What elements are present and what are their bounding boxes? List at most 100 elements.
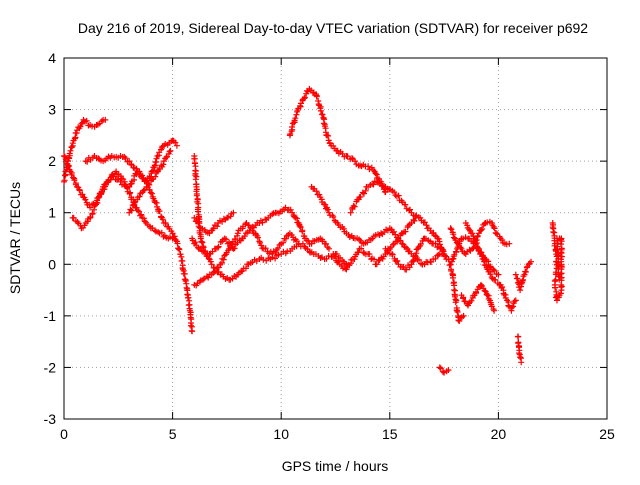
data-point-marker bbox=[83, 117, 90, 124]
data-point-marker bbox=[241, 233, 248, 240]
data-point-marker bbox=[511, 298, 518, 305]
data-point-marker bbox=[438, 245, 445, 252]
data-point-marker bbox=[280, 239, 287, 246]
data-point-marker bbox=[107, 176, 114, 183]
data-point-marker bbox=[491, 225, 498, 232]
x-tick-label: 5 bbox=[169, 426, 177, 442]
data-points bbox=[61, 85, 565, 376]
data-point-marker bbox=[357, 193, 364, 200]
data-point-marker bbox=[550, 229, 557, 235]
x-axis-label: GPS time / hours bbox=[282, 458, 389, 474]
data-point-marker bbox=[515, 333, 522, 340]
y-tick-label: 0 bbox=[48, 256, 56, 272]
data-point-marker bbox=[378, 230, 385, 237]
data-point-marker bbox=[481, 287, 488, 294]
data-point-marker bbox=[151, 162, 158, 169]
data-point-marker bbox=[67, 147, 74, 154]
data-point-marker bbox=[403, 266, 410, 273]
data-point-marker bbox=[416, 257, 422, 263]
data-point-marker bbox=[293, 111, 300, 118]
data-point-marker bbox=[436, 364, 443, 371]
data-point-marker bbox=[172, 139, 179, 146]
data-point-marker bbox=[402, 228, 409, 235]
data-point-marker bbox=[140, 215, 147, 222]
data-point-marker bbox=[133, 165, 140, 172]
data-point-marker bbox=[407, 206, 413, 213]
data-point-marker bbox=[140, 187, 147, 194]
data-point-marker bbox=[352, 158, 358, 165]
data-point-marker bbox=[61, 153, 67, 159]
data-point-marker bbox=[490, 266, 497, 273]
data-point-marker bbox=[70, 214, 77, 221]
data-point-marker bbox=[385, 247, 392, 254]
data-point-marker bbox=[362, 187, 369, 194]
data-point-marker bbox=[417, 241, 424, 247]
data-point-marker bbox=[437, 365, 444, 372]
data-point-marker bbox=[187, 322, 194, 329]
data-point-marker bbox=[227, 244, 234, 251]
data-point-marker bbox=[373, 178, 380, 185]
data-point-marker bbox=[89, 210, 96, 217]
data-point-marker bbox=[454, 244, 461, 251]
data-point-marker bbox=[198, 238, 205, 245]
data-point-marker bbox=[319, 111, 326, 118]
data-point-marker bbox=[128, 207, 135, 214]
data-point-marker bbox=[134, 207, 141, 214]
data-point-marker bbox=[195, 208, 201, 215]
data-point-marker bbox=[517, 354, 524, 361]
data-point-marker bbox=[192, 176, 199, 183]
data-point-marker bbox=[510, 303, 516, 310]
data-point-marker bbox=[160, 158, 167, 165]
data-point-marker bbox=[138, 211, 145, 218]
data-point-marker bbox=[207, 258, 214, 265]
y-tick-label: 1 bbox=[48, 205, 56, 221]
data-point-marker bbox=[456, 318, 463, 324]
data-point-marker bbox=[127, 206, 134, 213]
data-point-marker bbox=[325, 253, 332, 259]
data-point-marker bbox=[460, 312, 467, 319]
data-point-marker bbox=[167, 147, 174, 154]
data-point-marker bbox=[146, 181, 153, 188]
data-point-marker bbox=[231, 245, 238, 252]
data-point-marker bbox=[326, 245, 332, 252]
data-point-marker bbox=[275, 245, 281, 252]
data-point-marker bbox=[370, 181, 377, 188]
y-tick-label: 4 bbox=[48, 50, 56, 66]
data-point-marker bbox=[558, 245, 565, 252]
data-point-marker bbox=[69, 140, 76, 147]
data-point-marker bbox=[349, 155, 355, 162]
data-point-marker bbox=[156, 208, 163, 215]
data-point-marker bbox=[460, 294, 467, 301]
data-point-marker bbox=[173, 142, 180, 149]
data-point-marker bbox=[469, 230, 476, 237]
data-point-marker bbox=[262, 245, 269, 252]
data-point-marker bbox=[492, 276, 499, 283]
data-point-marker bbox=[242, 265, 249, 272]
data-point-marker bbox=[151, 227, 158, 234]
data-point-marker bbox=[199, 239, 206, 246]
data-point-marker bbox=[152, 173, 159, 180]
data-point-marker bbox=[148, 168, 155, 175]
data-point-marker bbox=[215, 243, 222, 250]
data-point-marker bbox=[79, 191, 86, 198]
data-point-marker bbox=[482, 288, 489, 295]
data-point-marker bbox=[210, 225, 217, 232]
data-point-marker bbox=[391, 228, 397, 235]
data-point-marker bbox=[214, 244, 221, 251]
data-point-marker bbox=[441, 252, 448, 259]
data-point-marker bbox=[66, 150, 73, 157]
data-point-marker bbox=[518, 359, 525, 366]
data-point-marker bbox=[395, 192, 402, 199]
data-point-marker bbox=[210, 269, 217, 276]
data-point-marker bbox=[121, 153, 128, 160]
data-point-marker bbox=[448, 267, 455, 274]
data-point-marker bbox=[102, 116, 109, 123]
data-point-marker bbox=[382, 189, 389, 196]
data-point-marker bbox=[82, 196, 89, 203]
data-point-marker bbox=[230, 209, 237, 216]
data-point-marker bbox=[176, 246, 183, 253]
data-point-marker bbox=[453, 249, 460, 256]
data-point-marker bbox=[269, 211, 276, 218]
data-point-marker bbox=[432, 232, 439, 239]
data-point-marker bbox=[473, 290, 480, 297]
